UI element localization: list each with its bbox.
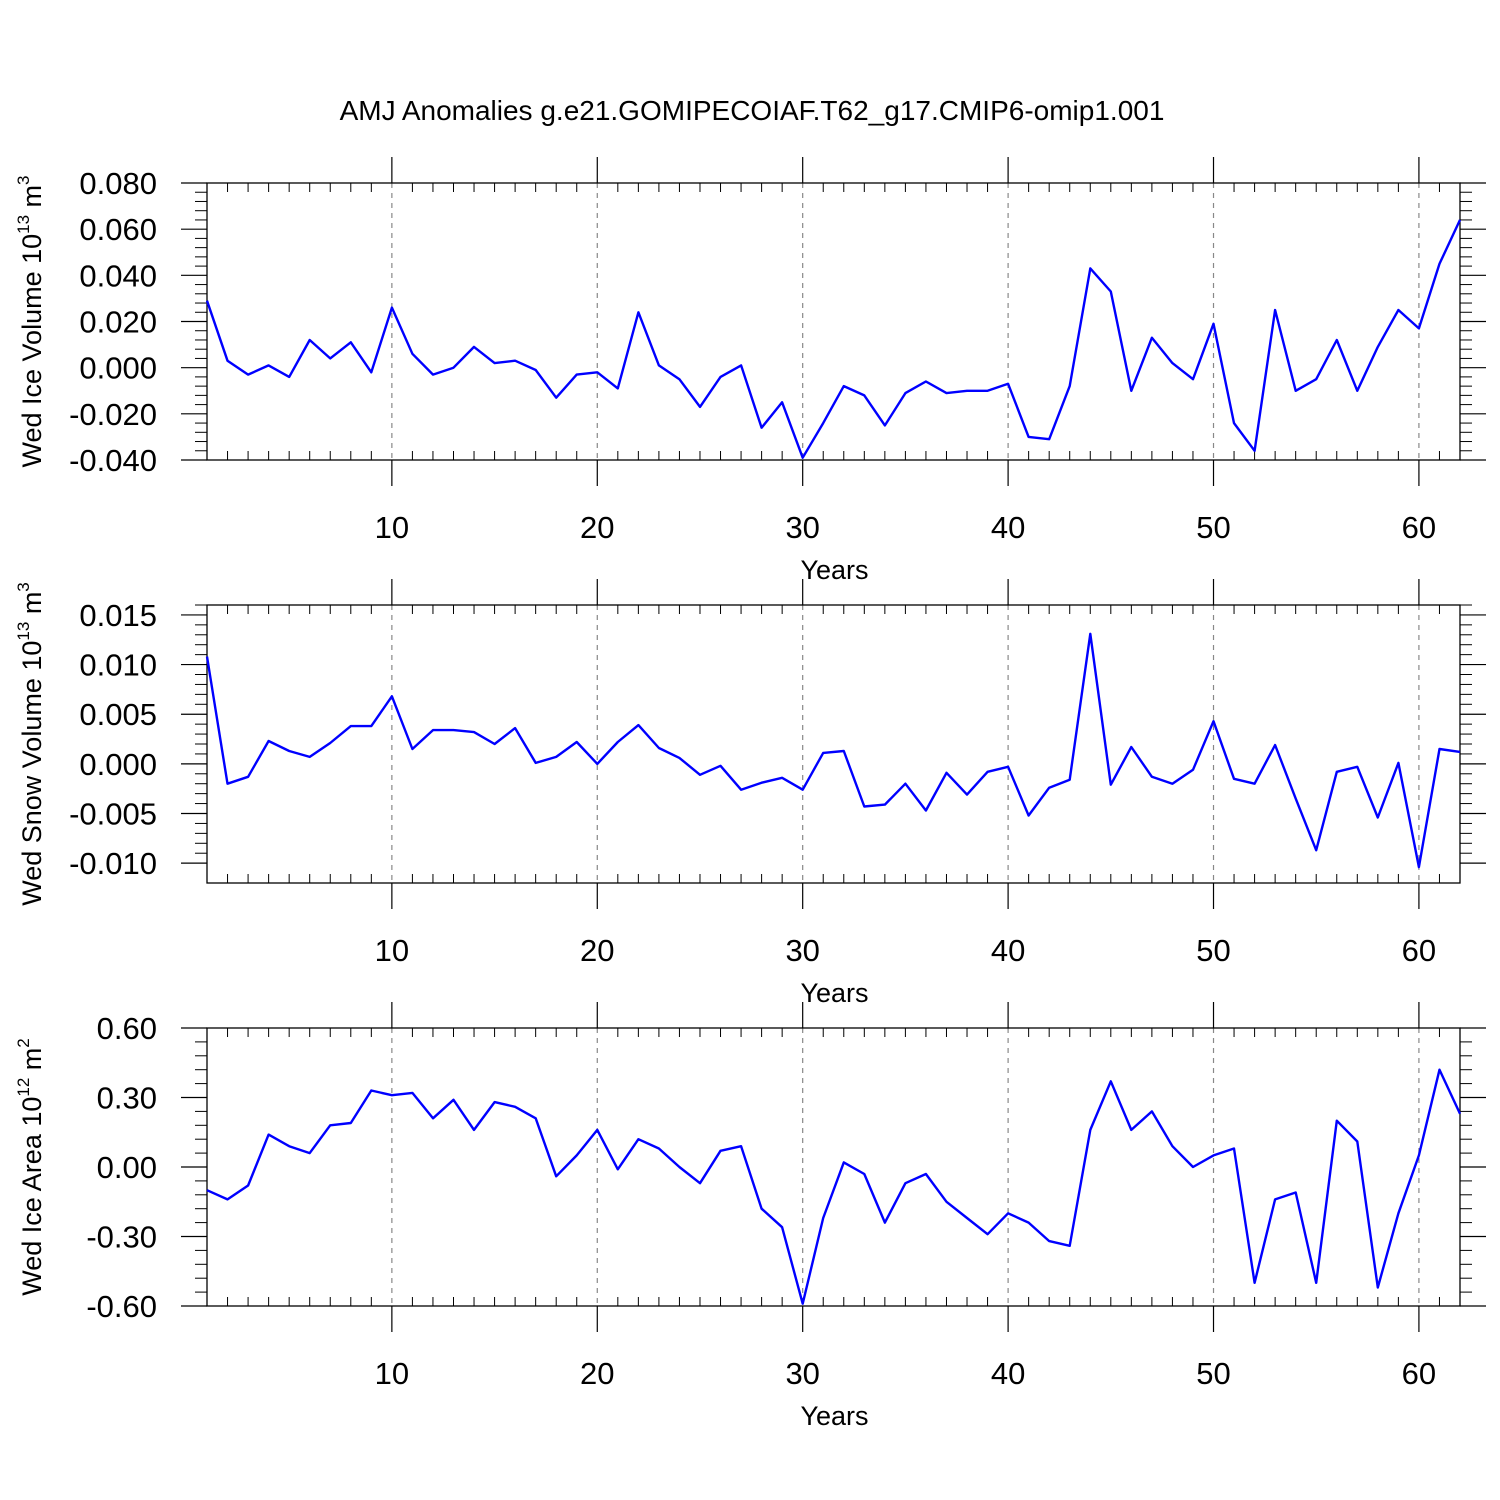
y-tick-label: -0.30 <box>86 1220 157 1255</box>
y-tick-label: 0.040 <box>79 258 157 293</box>
y-tick-label: -0.010 <box>69 846 157 881</box>
panel-3: 10 20 30 40 50 60 -0.60 -0.30 0.00 0.30 0.60 Years W… <box>14 1002 1486 1431</box>
x-tick-label: 40 <box>991 510 1025 545</box>
series-line <box>205 219 1462 459</box>
y-tick-label: 0.000 <box>79 747 157 782</box>
x-axis-title: Years <box>800 555 868 585</box>
x-axis-title: Years <box>800 978 868 1008</box>
y-tick-label: 0.015 <box>79 598 157 633</box>
series-line <box>205 632 1461 869</box>
x-tick-label: 10 <box>375 933 409 968</box>
y-tick-label: 0.020 <box>79 305 157 340</box>
x-tick-label: 10 <box>375 1356 409 1391</box>
y-tick-label: 0.00 <box>97 1150 157 1185</box>
y-tick-label: 0.010 <box>79 648 157 683</box>
y-tick-label: 0.60 <box>97 1011 157 1046</box>
x-tick-label: 60 <box>1402 1356 1436 1391</box>
x-tick-label: 60 <box>1402 933 1436 968</box>
x-tick-label: 30 <box>785 510 819 545</box>
x-tick-label: 30 <box>785 1356 819 1391</box>
y-tick-label: 0.000 <box>79 351 157 386</box>
x-tick-label: 50 <box>1196 933 1230 968</box>
x-tick-label: 50 <box>1196 1356 1230 1391</box>
x-tick-label: 40 <box>991 933 1025 968</box>
y-axis-title: Wed Snow Volume 1013 m3 <box>14 582 47 906</box>
panel-1: 10 20 30 40 50 60 -0.040 -0.020 0.000 0.020 0.040 0… <box>14 157 1486 585</box>
x-tick-label: 60 <box>1402 510 1436 545</box>
x-tick-label: 10 <box>375 510 409 545</box>
y-tick-label: 0.060 <box>79 212 157 247</box>
panel-2: 10 20 30 40 50 60 -0.010 -0.005 0.000 0.005 0.010 0… <box>14 579 1486 1008</box>
chart-panels: 10 20 30 40 50 60 -0.040 -0.020 0.000 0.020 0.040 0… <box>14 157 1486 1431</box>
x-tick-label: 40 <box>991 1356 1025 1391</box>
x-tick-label: 20 <box>580 510 614 545</box>
y-tick-label: -0.005 <box>69 797 157 832</box>
x-axis-title: Years <box>800 1401 868 1431</box>
y-axis-title: Wed Ice Volume 1013 m3 <box>14 175 47 467</box>
x-tick-label: 50 <box>1196 510 1230 545</box>
plot-frame <box>206 182 1461 461</box>
series-line <box>206 1068 1462 1305</box>
plot-frame <box>206 1027 1461 1307</box>
y-tick-label: -0.040 <box>69 443 157 478</box>
x-tick-label: 20 <box>580 1356 614 1391</box>
chart-title: AMJ Anomalies g.e21.GOMIPECOIAF.T62_g17.… <box>340 95 1165 126</box>
x-tick-label: 30 <box>785 933 819 968</box>
y-axis-title: Wed Ice Area 1012 m2 <box>14 1038 47 1296</box>
x-tick-label: 20 <box>580 933 614 968</box>
y-tick-label: -0.020 <box>69 397 157 432</box>
plot-frame <box>206 604 1461 884</box>
y-tick-label: 0.080 <box>79 166 157 201</box>
y-tick-label: -0.60 <box>86 1289 157 1324</box>
y-tick-label: 0.005 <box>79 697 157 732</box>
y-tick-label: 0.30 <box>97 1081 157 1116</box>
